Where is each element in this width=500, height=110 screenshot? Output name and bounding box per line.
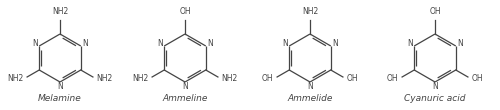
Text: OH: OH bbox=[472, 74, 483, 83]
Text: OH: OH bbox=[429, 7, 441, 16]
Text: OH: OH bbox=[346, 74, 358, 83]
Text: N: N bbox=[82, 39, 87, 48]
Text: NH2: NH2 bbox=[96, 74, 112, 83]
Text: OH: OH bbox=[387, 74, 398, 83]
Text: N: N bbox=[457, 39, 462, 48]
Text: N: N bbox=[408, 39, 413, 48]
Text: OH: OH bbox=[262, 74, 274, 83]
Text: OH: OH bbox=[179, 7, 191, 16]
Text: N: N bbox=[57, 82, 63, 91]
Text: Ammelide: Ammelide bbox=[288, 94, 333, 103]
Text: NH2: NH2 bbox=[132, 74, 148, 83]
Text: NH2: NH2 bbox=[302, 7, 318, 16]
Text: NH2: NH2 bbox=[52, 7, 68, 16]
Text: N: N bbox=[158, 39, 163, 48]
Text: N: N bbox=[307, 82, 313, 91]
Text: N: N bbox=[182, 82, 188, 91]
Text: NH2: NH2 bbox=[8, 74, 24, 83]
Text: Cyanuric acid: Cyanuric acid bbox=[404, 94, 466, 103]
Text: N: N bbox=[282, 39, 288, 48]
Text: N: N bbox=[32, 39, 38, 48]
Text: NH2: NH2 bbox=[222, 74, 238, 83]
Text: N: N bbox=[432, 82, 438, 91]
Text: N: N bbox=[332, 39, 338, 48]
Text: Melamine: Melamine bbox=[38, 94, 82, 103]
Text: N: N bbox=[207, 39, 212, 48]
Text: Ammeline: Ammeline bbox=[162, 94, 208, 103]
